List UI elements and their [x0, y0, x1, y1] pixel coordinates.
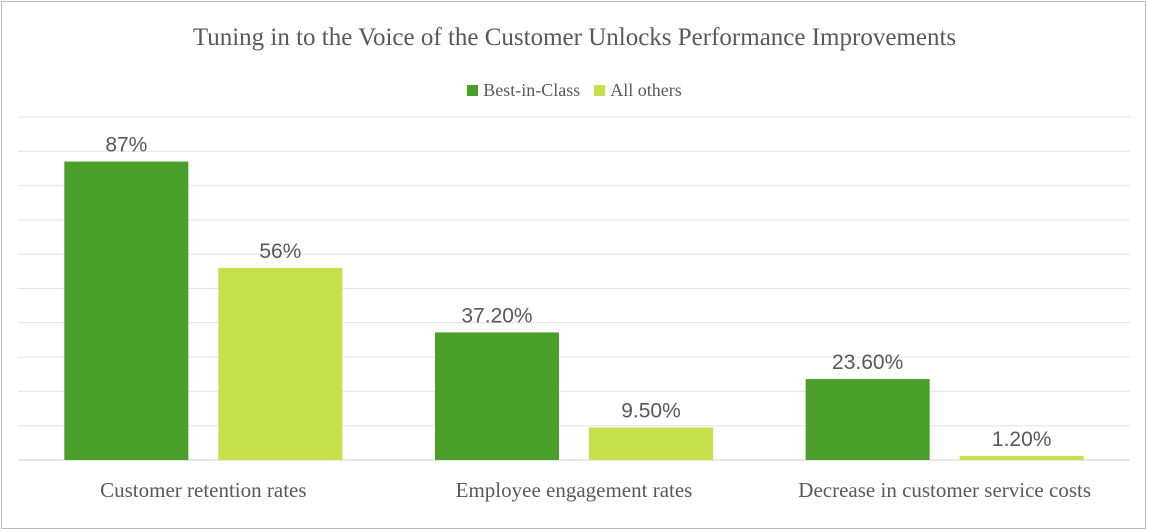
bar-all-others-0 [218, 267, 343, 460]
data-label: 1.20% [992, 428, 1052, 451]
data-label: 37.20% [461, 304, 532, 327]
legend: Best-in-Class All others [2, 80, 1147, 101]
category-label: Employee engagement rates [456, 478, 693, 502]
bar-best-in-class-2 [805, 379, 930, 460]
category-label: Decrease in customer service costs [798, 478, 1091, 502]
gridlines [18, 116, 1130, 461]
data-label: 87% [105, 134, 147, 157]
legend-label-best-in-class: Best-in-Class [483, 80, 581, 100]
bar-best-in-class-1 [435, 332, 559, 460]
legend-swatch-best-in-class [467, 85, 479, 96]
chart-title: Tuning in to the Voice of the Customer U… [192, 24, 957, 51]
data-label: 23.60% [832, 351, 903, 374]
legend-item-all-others: All others [594, 80, 682, 101]
bar-all-others-1 [589, 427, 713, 460]
category-label: Customer retention rates [100, 478, 306, 502]
bar-all-others-2 [959, 455, 1084, 460]
data-label: 9.50% [621, 399, 681, 422]
legend-item-best-in-class: Best-in-Class [467, 80, 580, 101]
data-label: 56% [259, 240, 301, 263]
bar-best-in-class-0 [64, 161, 189, 460]
legend-label-all-others: All others [610, 80, 682, 100]
legend-swatch-all-others [594, 85, 606, 96]
